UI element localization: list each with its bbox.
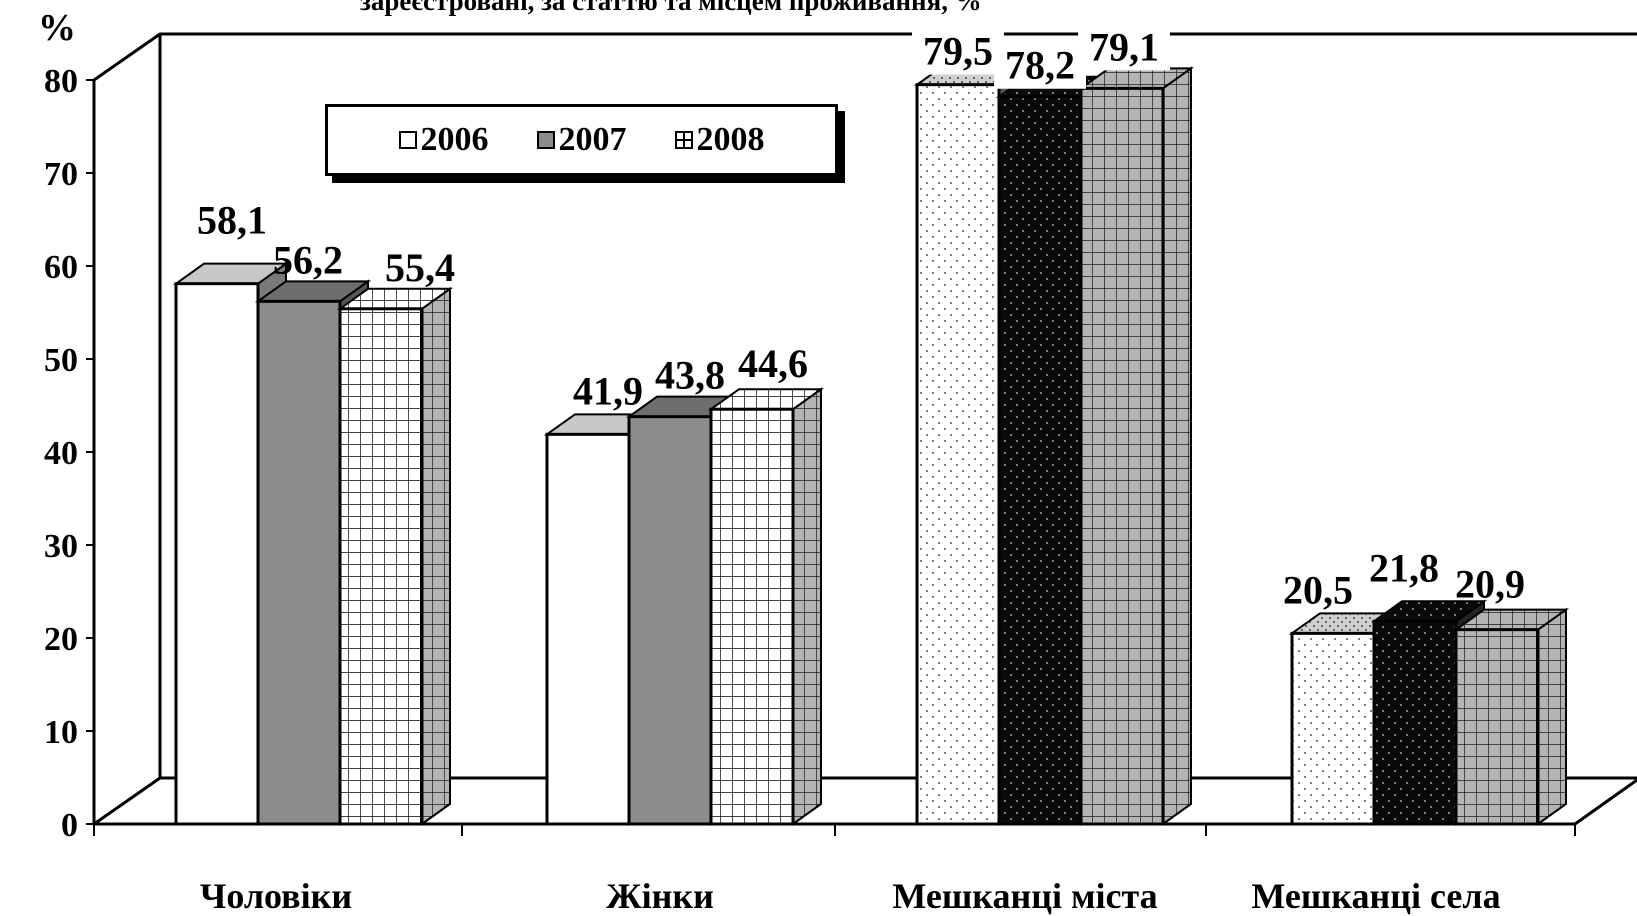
bars <box>172 62 1570 826</box>
legend-label-2008: 2008 <box>696 121 765 158</box>
y-tick-label-60: 60 <box>44 249 78 286</box>
data-label-2007-3: 78,2 <box>1005 43 1075 88</box>
y-tick-label-80: 80 <box>44 63 78 100</box>
data-label-2007-4: 21,8 <box>1369 545 1439 590</box>
data-label-2007-1: 56,2 <box>273 237 343 282</box>
y-tick-label-10: 10 <box>44 714 78 751</box>
legend-label-2007: 2007 <box>558 121 627 158</box>
bar-front <box>997 95 1083 826</box>
bar-front <box>256 299 342 826</box>
y-tick-label-30: 30 <box>44 528 78 565</box>
data-label-2006-2: 41,9 <box>573 368 643 413</box>
y-tick-label-50: 50 <box>44 342 78 379</box>
bar-front <box>174 282 260 826</box>
y-tick-label-70: 70 <box>44 156 78 193</box>
x-category-label-4: Мешканці села <box>1251 876 1500 916</box>
data-label-2007-2: 43,8 <box>655 353 725 398</box>
bar-2008-4 <box>1452 607 1570 826</box>
bar-front <box>1454 628 1540 826</box>
bar-front <box>915 83 1001 826</box>
x-axis: Чоловіки Жінки Мешканці міста Мешканці села <box>93 824 1576 916</box>
bar-2008-2 <box>707 387 825 826</box>
x-category-label-1: Чоловіки <box>200 876 352 916</box>
bar-side <box>421 286 451 826</box>
data-label-2008-3: 79,1 <box>1089 24 1159 69</box>
x-category-label-2: Жінки <box>606 876 714 916</box>
legend-swatch-2008 <box>674 131 693 149</box>
y-axis: 0 10 20 30 40 50 60 70 80% <box>38 7 96 844</box>
legend-item-2007: 2007 <box>536 121 627 159</box>
y-tick-label-40: 40 <box>44 435 78 472</box>
bar-front <box>1372 619 1458 826</box>
legend-item-2008: 2008 <box>674 121 765 159</box>
bar-side <box>1162 66 1192 826</box>
floor-right-edge <box>1574 778 1637 826</box>
y-axis-label: % <box>38 7 76 49</box>
data-label-bg <box>1078 26 1170 71</box>
legend-item-2006: 2006 <box>398 121 489 159</box>
y-tick-label-20: 20 <box>44 621 78 658</box>
bar-side <box>792 387 822 826</box>
bar-front <box>627 415 713 826</box>
data-label-2006-1: 58,1 <box>197 198 267 243</box>
data-label-bg <box>994 44 1086 89</box>
data-labels: 58,156,2 55,4 41,9 43,8 44,6 79,5 78,2 79,1 20,5… <box>197 24 1525 612</box>
bar-front <box>1290 631 1376 826</box>
legend: 2006 2007 2008 <box>325 104 838 176</box>
data-label-2008-2: 44,6 <box>738 341 808 386</box>
bar-front <box>709 407 795 826</box>
y-tick-label-0: 0 <box>61 807 78 844</box>
bar-front <box>1079 86 1165 826</box>
data-label-2008-4: 20,9 <box>1455 562 1525 607</box>
x-category-label-3: Мешканці міста <box>892 876 1157 916</box>
data-label-2006-3: 79,5 <box>923 29 993 74</box>
bar-2008-3 <box>1077 66 1195 826</box>
data-label-bg <box>912 30 1004 75</box>
data-label-2006-4: 20,5 <box>1283 567 1353 612</box>
legend-swatch-2006 <box>398 131 417 149</box>
bar-front <box>545 432 631 826</box>
bar-2008-1 <box>336 286 454 826</box>
legend-swatch-2007 <box>536 131 555 149</box>
bar-side <box>1537 607 1567 826</box>
legend-label-2006: 2006 <box>420 121 489 158</box>
data-label-2008-1: 55,4 <box>385 245 455 290</box>
back-wall-top <box>93 32 1637 82</box>
bar-front <box>338 307 424 826</box>
chart-title: зареєстровані, за статтю та місцем прожи… <box>360 0 982 16</box>
